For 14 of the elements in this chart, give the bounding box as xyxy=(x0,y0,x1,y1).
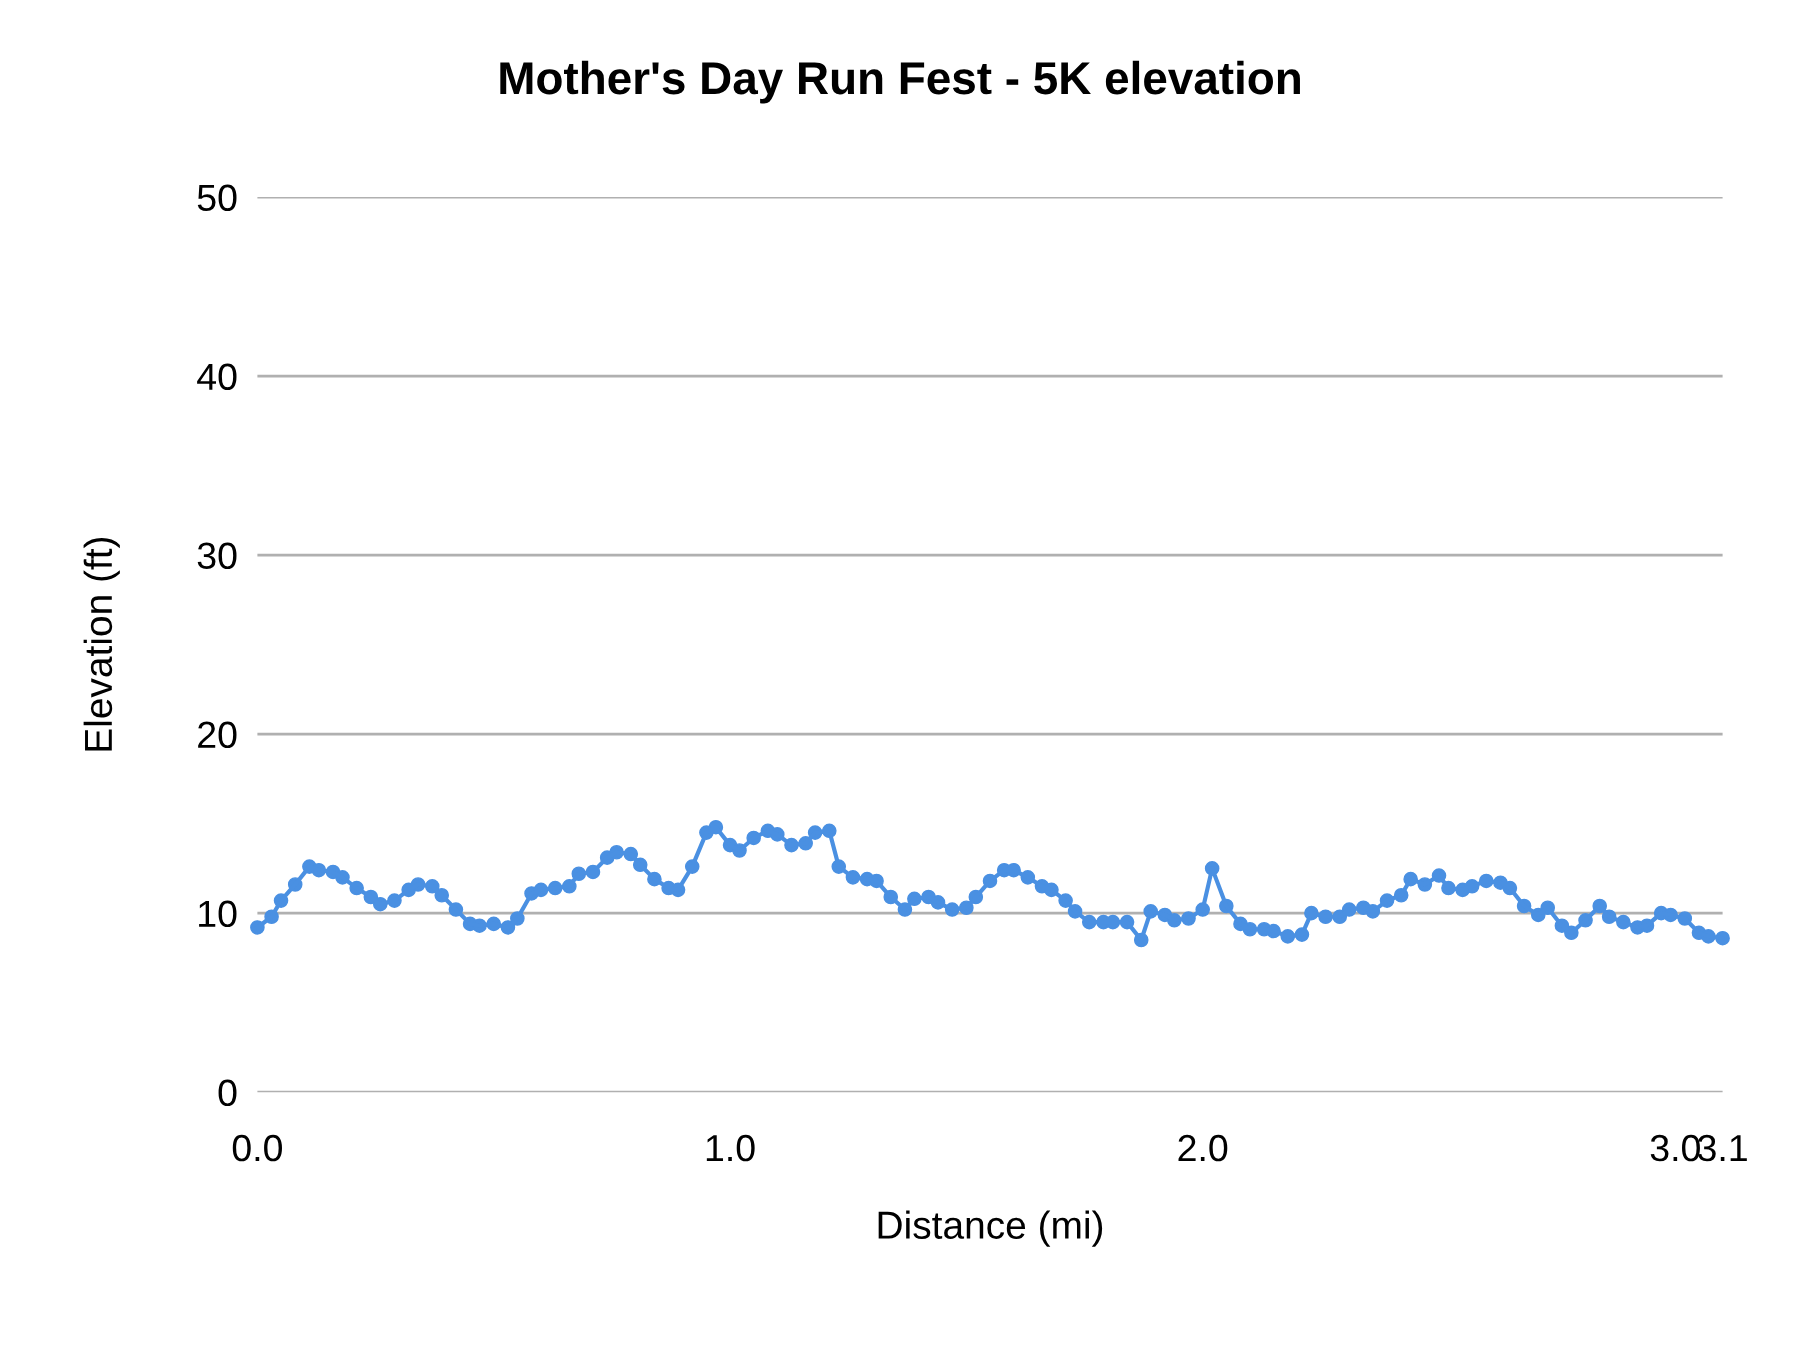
y-tick-label: 20 xyxy=(198,721,237,749)
x-tick-label: 3.1 xyxy=(1697,1134,1747,1162)
y-tick-label: 10 xyxy=(199,900,237,928)
y-axis-title: Elevation (ft) xyxy=(83,537,120,751)
x-tick-label: 2.0 xyxy=(1178,1134,1228,1162)
y-tick-label: 40 xyxy=(197,363,237,391)
chart-title: Mother's Day Run Fest - 5K elevation xyxy=(500,60,1300,104)
x-tick-label: 3.0 xyxy=(1650,1134,1700,1162)
y-tick-label: 50 xyxy=(197,184,237,212)
y-tick-label: 30 xyxy=(197,542,237,570)
x-tick-label: 0.0 xyxy=(232,1134,282,1162)
y-tick-label: 0 xyxy=(218,1079,237,1107)
x-axis-title: Distance (mi) xyxy=(878,1210,1103,1247)
x-tick-label: 1.0 xyxy=(706,1134,755,1162)
